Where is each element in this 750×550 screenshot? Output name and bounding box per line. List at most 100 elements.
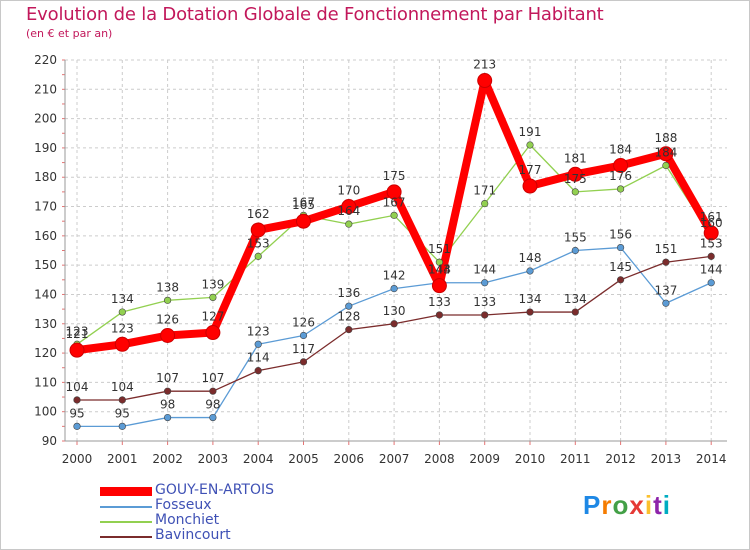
x-tick-label: 2014 xyxy=(696,452,727,466)
data-label-gouy-en-artois: 181 xyxy=(564,151,587,165)
data-point-monchiet xyxy=(526,141,534,149)
data-label-monchiet: 134 xyxy=(111,292,134,306)
data-point-bavincourt xyxy=(118,396,126,404)
logo-letter: i xyxy=(662,490,671,520)
x-tick-label: 2002 xyxy=(152,452,183,466)
data-label-monchiet: 171 xyxy=(473,184,496,198)
data-label-fosseux: 137 xyxy=(654,283,677,297)
data-point-monchiet xyxy=(662,161,670,170)
data-label-bavincourt: 133 xyxy=(473,295,496,309)
logo-letter: t xyxy=(653,490,663,520)
data-label-bavincourt: 151 xyxy=(654,242,677,256)
data-label-fosseux: 126 xyxy=(292,315,315,329)
legend-label: GOUY-EN-ARTOIS xyxy=(155,482,274,498)
x-tick-label: 2007 xyxy=(379,452,410,466)
data-point-bavincourt xyxy=(209,387,217,395)
data-point-gouy-en-artois xyxy=(160,327,176,343)
x-tick-label: 2000 xyxy=(62,452,93,466)
data-point-bavincourt xyxy=(435,311,444,319)
data-label-bavincourt: 117 xyxy=(292,342,315,356)
data-point-fosseux xyxy=(707,279,715,287)
y-tick-label: 180 xyxy=(34,170,57,184)
data-point-monchiet xyxy=(435,258,444,266)
data-point-monchiet xyxy=(209,293,217,301)
data-label-monchiet: 160 xyxy=(700,216,723,230)
data-label-monchiet: 167 xyxy=(292,195,315,209)
y-tick-label: 100 xyxy=(34,405,57,419)
data-point-bavincourt xyxy=(526,308,534,316)
data-point-bavincourt xyxy=(571,308,579,316)
data-point-bavincourt xyxy=(616,276,625,284)
y-tick-label: 190 xyxy=(34,141,57,155)
data-label-gouy-en-artois: 126 xyxy=(156,312,179,326)
data-point-gouy-en-artois xyxy=(658,146,674,162)
data-point-gouy-en-artois xyxy=(703,225,719,241)
x-tick-label: 2011 xyxy=(560,452,591,466)
data-label-fosseux: 156 xyxy=(609,228,632,242)
data-label-bavincourt: 145 xyxy=(609,260,632,274)
logo-letter: r xyxy=(601,490,613,520)
legend-label: Monchiet xyxy=(155,512,220,528)
data-point-gouy-en-artois xyxy=(431,278,447,294)
data-label-monchiet: 139 xyxy=(201,277,224,291)
data-label-fosseux: 123 xyxy=(247,324,270,338)
data-point-fosseux xyxy=(73,422,81,430)
chart-title: Evolution de la Dotation Globale de Fonc… xyxy=(26,4,604,25)
y-tick-label: 200 xyxy=(34,112,57,126)
y-tick-label: 120 xyxy=(34,346,57,360)
data-label-monchiet: 175 xyxy=(564,172,587,186)
data-point-fosseux xyxy=(526,267,534,275)
data-point-bavincourt xyxy=(164,387,172,395)
data-label-bavincourt: 107 xyxy=(156,371,179,385)
data-label-gouy-en-artois: 170 xyxy=(337,184,360,198)
data-label-monchiet: 138 xyxy=(156,280,179,294)
logo-letter: P xyxy=(583,490,602,520)
data-point-fosseux xyxy=(164,413,172,422)
data-label-monchiet: 151 xyxy=(428,242,451,256)
legend-label: Bavincourt xyxy=(155,527,231,543)
data-point-gouy-en-artois xyxy=(114,336,130,352)
data-point-fosseux xyxy=(571,246,579,255)
data-label-bavincourt: 130 xyxy=(383,304,406,318)
data-point-gouy-en-artois xyxy=(69,342,85,358)
x-tick-label: 2003 xyxy=(198,452,229,466)
x-tick-label: 2004 xyxy=(243,452,274,466)
data-point-bavincourt xyxy=(481,311,489,319)
data-point-fosseux xyxy=(209,413,217,422)
legend-swatch xyxy=(100,487,152,496)
x-tick-label: 2008 xyxy=(424,452,455,466)
x-tick-label: 2010 xyxy=(515,452,546,466)
data-point-gouy-en-artois xyxy=(477,73,493,89)
y-tick-label: 90 xyxy=(42,434,57,448)
axes: 90 100 110 120 130 140 150 160 170 180 190 200 210 22… xyxy=(34,53,727,466)
plot-area xyxy=(65,60,727,441)
data-point-gouy-en-artois xyxy=(205,325,221,341)
data-point-fosseux xyxy=(662,299,670,307)
data-label-fosseux: 136 xyxy=(337,286,360,300)
data-label-bavincourt: 107 xyxy=(201,371,224,385)
data-point-monchiet xyxy=(616,185,625,193)
data-point-bavincourt xyxy=(73,396,81,404)
x-tick-label: 2013 xyxy=(651,452,682,466)
data-label-gouy-en-artois: 121 xyxy=(66,327,89,341)
y-tick-label: 170 xyxy=(34,200,57,214)
data-label-fosseux: 144 xyxy=(473,263,496,277)
data-point-gouy-en-artois xyxy=(567,166,583,182)
logo-letter: x xyxy=(629,490,645,520)
data-label-fosseux: 95 xyxy=(115,406,130,420)
legend-swatch xyxy=(100,506,152,508)
data-label-bavincourt: 104 xyxy=(111,380,134,394)
data-label-gouy-en-artois: 123 xyxy=(111,321,134,335)
data-label-gouy-en-artois: 184 xyxy=(609,143,632,157)
data-label-monchiet: 191 xyxy=(519,125,542,139)
y-tick-label: 160 xyxy=(34,229,57,243)
data-point-bavincourt xyxy=(707,252,715,260)
data-label-fosseux: 95 xyxy=(69,406,84,420)
legend-swatch xyxy=(100,536,152,538)
data-point-monchiet xyxy=(571,188,579,196)
data-label-fosseux: 155 xyxy=(564,231,587,245)
data-labels: 95 95 98 98 123 126 136 142 144 144 148 155 156 137 14… xyxy=(66,58,723,421)
data-point-fosseux xyxy=(118,422,126,430)
chart-subtitle: (en € et par an) xyxy=(26,27,113,40)
data-point-gouy-en-artois xyxy=(386,184,402,200)
